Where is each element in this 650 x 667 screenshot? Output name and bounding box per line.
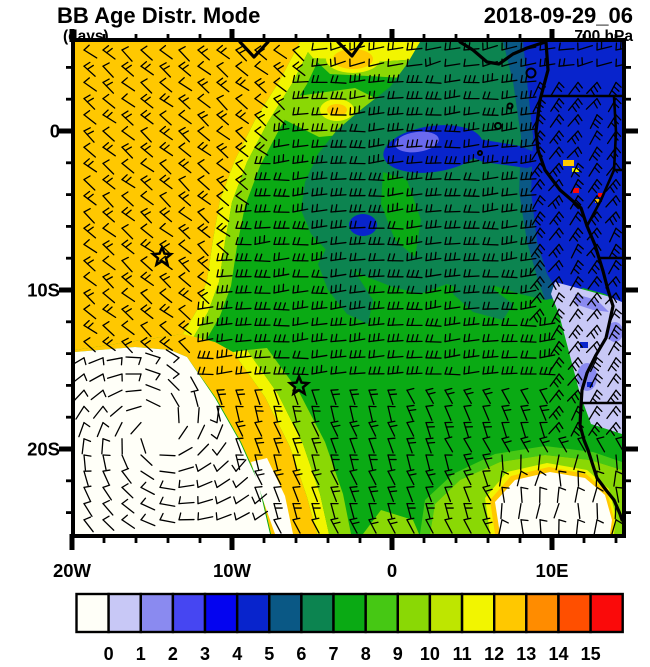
colorbar-tick-label: 10 xyxy=(420,644,440,664)
age-region-lime-band-stripe xyxy=(247,348,351,534)
colorbar-tick-label: 9 xyxy=(393,644,403,664)
wind-barbs xyxy=(75,42,622,534)
station-star-marker-2 xyxy=(286,373,312,397)
coastline-guinea-west xyxy=(238,42,270,59)
datetime-title: 2018-09-29_06 xyxy=(483,3,633,28)
colorbar-tick-label: 14 xyxy=(548,644,568,664)
age-region-periwinkle-blob-a xyxy=(575,294,609,312)
age-region-blue-oval-tail xyxy=(465,138,553,168)
colorbar-cell-6 xyxy=(268,592,303,634)
colorbar-cell-16 xyxy=(589,592,624,634)
age-region-blue-speck-a xyxy=(580,342,588,348)
colorbar-cell-13 xyxy=(493,592,528,634)
colorbar-tick-label: 8 xyxy=(361,644,371,664)
colorbar-tick-label: 5 xyxy=(264,644,274,664)
colorbar-tick-label: 2 xyxy=(168,644,178,664)
station-star-marker-1 xyxy=(149,244,175,268)
age-region-gold-diagonal-band xyxy=(75,334,317,534)
colorbar-cell-12 xyxy=(460,592,496,634)
colorbar-tick-label: 0 xyxy=(104,644,114,664)
age-region-yellow-band-stripe xyxy=(233,350,329,534)
colorbar-cell-9 xyxy=(364,592,400,634)
colorbar-cell-1 xyxy=(107,592,142,634)
age-region-lime-bottom-center xyxy=(363,510,419,534)
colorbar-tick-label: 7 xyxy=(328,644,338,664)
colorbar-cells xyxy=(75,592,624,634)
island-bioko xyxy=(525,67,537,79)
page-title: BB Age Distr. Mode xyxy=(57,3,261,28)
colorbar-tick-label: 3 xyxy=(200,644,210,664)
age-region-top-gold-blob xyxy=(333,49,373,69)
colorbar-cell-3 xyxy=(171,592,207,634)
colorbar-tick-label: 6 xyxy=(296,644,306,664)
age-region-coast-gold-speck-b xyxy=(595,199,601,203)
age-region-yellow-fringe-west xyxy=(135,42,313,347)
colorbar-tick-label: 15 xyxy=(581,644,601,664)
colorbar-tick-label: 1 xyxy=(136,644,146,664)
age-region-white-anticyclone-southwest xyxy=(75,347,270,534)
colorbar-cell-14 xyxy=(525,592,560,634)
x-axis-label: 20W xyxy=(53,560,92,581)
age-region-bright-green-rim-se xyxy=(420,446,622,534)
map-frame xyxy=(71,38,626,538)
x-axis-label: 10W xyxy=(213,560,252,581)
colorbar-tick-label: 4 xyxy=(232,644,242,664)
x-axis-label: 0 xyxy=(387,560,397,581)
colorbar-tick-label: 12 xyxy=(484,644,504,664)
age-region-coast-gold-speck xyxy=(563,160,574,166)
colorbar-cell-15 xyxy=(557,592,592,634)
colorbar-cell-10 xyxy=(396,592,432,634)
colorbar-tick-label: 11 xyxy=(453,644,472,664)
colorbar-cell-2 xyxy=(139,592,175,634)
island-annobon xyxy=(477,150,483,156)
x-axis-label: 10E xyxy=(536,560,569,581)
island-principe xyxy=(506,102,514,110)
age-region-steel-blue-coastal-band xyxy=(503,42,561,300)
colorbar-cell-0 xyxy=(75,592,110,634)
colorbar-labels: 0 1 2 3 4 5 6 7 8 9 10 11 12 13 14 15 xyxy=(104,644,601,664)
colorbar-tick-label: 13 xyxy=(516,644,536,664)
colorbar-cell-8 xyxy=(332,592,367,634)
colorbar-cell-11 xyxy=(428,592,464,634)
y-axis-label: 10S xyxy=(27,280,60,301)
age-region-coast-red-speck-b xyxy=(598,193,603,197)
age-region-green-streak-in-teal xyxy=(381,172,421,257)
colorbar-cell-7 xyxy=(300,592,335,634)
colorbar-cell-5 xyxy=(235,592,271,634)
age-region-coast-red-speck-a xyxy=(573,188,579,193)
age-region-blue-speck-b xyxy=(587,382,593,387)
age-region-lavender-east-strip xyxy=(551,282,622,434)
age-distribution-map xyxy=(75,42,622,534)
y-axis-label: 20S xyxy=(27,439,60,460)
y-axis-label: 0 xyxy=(50,121,60,142)
age-region-white-sliver-in-band xyxy=(251,458,293,534)
colorbar: 0 1 2 3 4 5 6 7 8 9 10 11 12 13 14 15 xyxy=(75,592,624,664)
age-region-lime-fringe-west xyxy=(170,42,327,350)
colorbar-cell-4 xyxy=(203,592,239,634)
age-region-small-blue-blob xyxy=(349,214,377,236)
